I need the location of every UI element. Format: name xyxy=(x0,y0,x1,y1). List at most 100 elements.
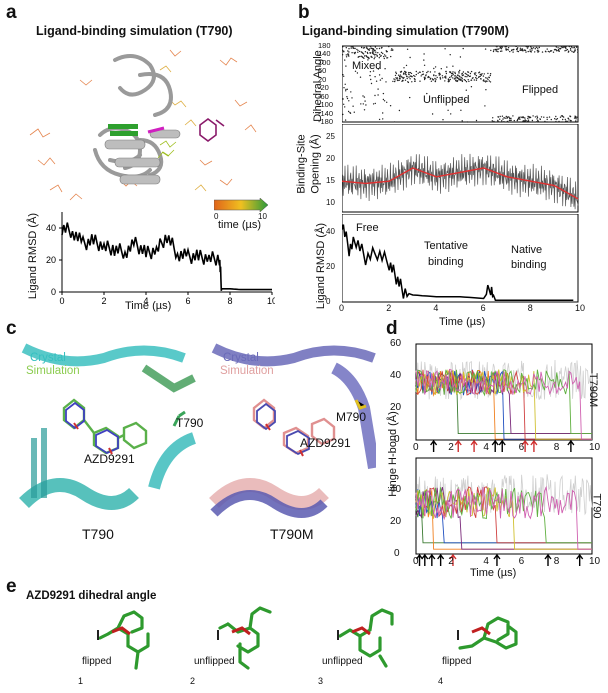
dihedral-point xyxy=(380,51,383,54)
t790m-trace xyxy=(415,369,592,440)
dihedral-bond xyxy=(111,626,131,636)
dihedral-point xyxy=(369,52,372,54)
dihedral-point xyxy=(368,57,370,60)
dihedral-point xyxy=(445,77,447,79)
bot-ytick-label: 0 xyxy=(394,548,400,559)
dihedral-point xyxy=(342,46,344,48)
dihedral-point xyxy=(420,75,422,77)
right-caption: T790M xyxy=(270,526,314,542)
dihedral-point xyxy=(537,119,539,122)
bot-ytick-label: 20 xyxy=(390,516,402,527)
dihedral-point xyxy=(433,67,435,70)
dihedral-point xyxy=(456,76,459,79)
dihedral-structure xyxy=(337,608,394,668)
dihedral-point xyxy=(394,121,396,123)
panel-e-title: AZD9291 dihedral angle xyxy=(26,590,157,602)
dihedral-point xyxy=(449,78,451,81)
dihedral-point xyxy=(369,71,372,73)
dihedral-point xyxy=(450,76,452,78)
dihedral-point xyxy=(342,50,344,52)
dihedral-point xyxy=(510,117,512,120)
dihedral-point xyxy=(377,68,380,70)
dihedral-point xyxy=(564,50,566,52)
dihedral-point xyxy=(411,76,413,78)
dihedral-point xyxy=(543,116,545,118)
dihedral-point xyxy=(497,116,499,118)
dihedral-point xyxy=(554,48,556,51)
dihedral-point xyxy=(475,79,478,81)
dihedral-point xyxy=(358,56,360,58)
dihedral-point xyxy=(527,117,529,120)
dihedral-point xyxy=(445,72,448,75)
dihedral-point xyxy=(489,73,492,75)
t790-ligand-rmsd-chart: 0 20 40 0 2 4 6 8 10 xyxy=(46,212,275,306)
dihedral-point xyxy=(345,88,347,91)
dihedral-point xyxy=(518,116,521,119)
dihedral-point xyxy=(382,52,384,55)
dihedral-point xyxy=(411,81,413,83)
panel-a-xlabel: Time (µs) xyxy=(125,300,172,312)
dihedral-point xyxy=(441,75,444,77)
dihedral-point xyxy=(512,51,514,53)
dihedral-point xyxy=(571,50,573,53)
dihedral-point xyxy=(386,57,389,59)
dihedral-point xyxy=(484,48,487,50)
x-tick-label: 8 xyxy=(227,296,232,306)
x-tick-label: 0 xyxy=(59,296,64,306)
panel-b-xlabel: Time (µs) xyxy=(439,316,486,328)
dihedral-point xyxy=(377,52,379,54)
dihedral-point xyxy=(555,49,557,51)
dihedral-point xyxy=(424,77,427,79)
dihedral-angle-chart xyxy=(342,45,579,123)
dihedral-point xyxy=(502,121,504,123)
dihedral-point xyxy=(520,116,522,118)
dihedral-point xyxy=(475,72,477,74)
dihedral-point xyxy=(529,50,531,53)
label-native-2: binding xyxy=(511,259,547,271)
event-arrow xyxy=(428,553,436,566)
event-arrow xyxy=(567,439,575,452)
dihedral-point xyxy=(475,119,478,122)
opening-ytick-label: 15 xyxy=(326,176,335,186)
dihedral-point xyxy=(406,75,408,78)
right-residue-label: M790 xyxy=(336,410,367,424)
dihedral-bond xyxy=(471,626,491,636)
event-arrow xyxy=(498,439,506,452)
dihedral-point xyxy=(448,79,450,81)
dihedral-point xyxy=(431,113,434,115)
dihedral-point xyxy=(567,117,570,120)
dihedral-point xyxy=(524,117,526,119)
dihedral-point xyxy=(423,53,425,55)
dihedral-point xyxy=(501,115,504,117)
dihedral-point xyxy=(558,120,560,123)
dihedral-point xyxy=(381,77,383,80)
dihedral-point xyxy=(408,71,410,74)
dihedral-point xyxy=(554,118,556,120)
dihedral-point xyxy=(352,47,354,49)
dihedral-point xyxy=(389,105,392,107)
dihedral-point xyxy=(455,76,457,78)
dihedral-point xyxy=(569,115,571,117)
dihedral-point xyxy=(372,70,375,72)
dihedral-point xyxy=(422,73,425,75)
dihedral-point xyxy=(479,75,481,77)
dihedral-point xyxy=(487,72,489,75)
dihedral-point xyxy=(400,76,402,78)
dihedral-point xyxy=(396,77,399,79)
dihedral-point xyxy=(439,72,441,75)
dihedral-point xyxy=(464,75,466,78)
dihedral-point xyxy=(507,121,510,123)
dihedral-point xyxy=(461,80,463,82)
t790-trace xyxy=(415,485,592,550)
dihedral-point xyxy=(376,55,378,57)
dihedral-point xyxy=(467,74,469,77)
dihedral-point xyxy=(421,73,423,76)
dihedral-point xyxy=(577,51,579,53)
dihedral-point xyxy=(354,47,356,50)
dihedral-point xyxy=(540,116,543,118)
dihedral-point xyxy=(342,49,343,51)
left-caption: T790 xyxy=(82,526,114,542)
dihedral-point xyxy=(362,53,365,55)
dihedral-point xyxy=(512,115,514,117)
dihedral-point xyxy=(531,47,533,50)
